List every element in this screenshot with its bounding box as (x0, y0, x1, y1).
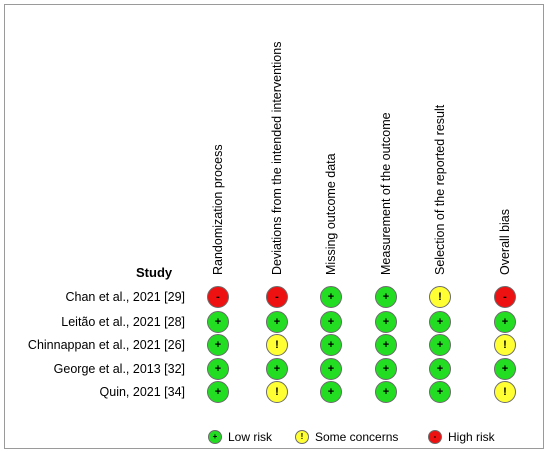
legend-some-label: Some concerns (315, 430, 399, 444)
study-name: Quin, 2021 [34] (99, 385, 185, 399)
legend-high-label: High risk (448, 430, 495, 444)
rating-low-dot: + (375, 311, 397, 333)
rating-low-dot: + (429, 358, 451, 380)
rating-some-dot: ! (266, 334, 288, 356)
legend-high-dot: - (428, 430, 442, 444)
domain-label-6: Overall bias (498, 209, 512, 275)
risk-of-bias-figure: Study Randomization process Deviations fr… (4, 4, 544, 449)
rating-low-dot: + (207, 311, 229, 333)
rating-low-dot: + (320, 311, 342, 333)
legend-low-dot: + (208, 430, 222, 444)
rating-low-dot: + (375, 286, 397, 308)
rating-low-dot: + (320, 381, 342, 403)
rating-low-dot: + (207, 334, 229, 356)
rating-low-dot: + (429, 334, 451, 356)
domain-label-1: Randomization process (211, 144, 225, 275)
rating-low-dot: + (375, 334, 397, 356)
rating-low-dot: + (494, 311, 516, 333)
domain-label-4: Measurement of the outcome (379, 112, 393, 275)
study-name: Chinnappan et al., 2021 [26] (27, 338, 185, 352)
rating-low-dot: + (494, 358, 516, 380)
study-column-heading: Study (136, 265, 173, 280)
rating-low-dot: + (266, 311, 288, 333)
rating-high-dot: - (207, 286, 229, 308)
rating-low-dot: + (207, 381, 229, 403)
rating-low-dot: + (375, 381, 397, 403)
study-name: Leitão et al., 2021 [28] (61, 315, 185, 329)
rating-some-dot: ! (494, 334, 516, 356)
domain-label-2: Deviations from the intended interventio… (270, 41, 284, 275)
rating-high-dot: - (266, 286, 288, 308)
rating-low-dot: + (207, 358, 229, 380)
rating-low-dot: + (320, 334, 342, 356)
rating-some-dot: ! (429, 286, 451, 308)
rating-low-dot: + (429, 311, 451, 333)
rating-some-dot: ! (266, 381, 288, 403)
study-name: George et al., 2013 [32] (53, 362, 185, 376)
rating-low-dot: + (429, 381, 451, 403)
rating-high-dot: - (494, 286, 516, 308)
legend-some-dot: ! (295, 430, 309, 444)
rating-low-dot: + (266, 358, 288, 380)
rating-some-dot: ! (494, 381, 516, 403)
rating-low-dot: + (375, 358, 397, 380)
domain-label-3: Missing outcome data (324, 153, 338, 275)
study-name: Chan et al., 2021 [29] (65, 290, 185, 304)
rating-low-dot: + (320, 286, 342, 308)
rating-low-dot: + (320, 358, 342, 380)
legend-low-label: Low risk (228, 430, 273, 444)
domain-label-5: Selection of the reported result (433, 104, 447, 275)
